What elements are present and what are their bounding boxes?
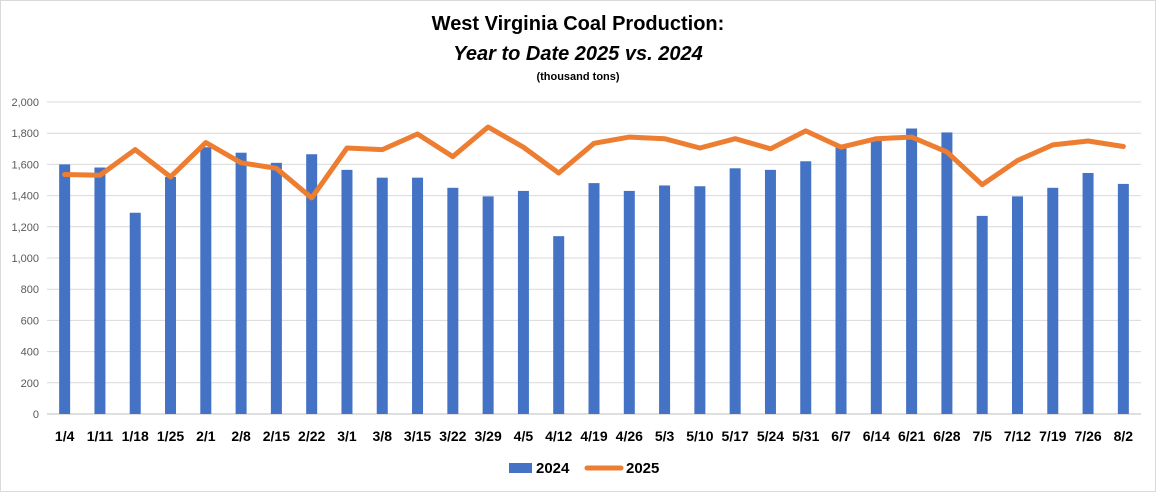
bar-2024 [941, 132, 953, 415]
y-tick-label: 1,000 [11, 253, 39, 265]
y-tick-label: 2,000 [11, 97, 39, 109]
bar-2024 [623, 190, 635, 414]
x-tick-label: 1/25 [157, 428, 184, 444]
y-tick-label: 600 [21, 315, 39, 327]
legend-label-2024: 2024 [536, 460, 570, 477]
x-tick-label: 4/12 [545, 428, 572, 444]
bar-2024 [1082, 172, 1094, 414]
chart-subtitle: Year to Date 2025 vs. 2024 [453, 43, 703, 65]
y-tick-label: 1,600 [11, 159, 39, 171]
x-tick-label: 3/1 [337, 428, 357, 444]
x-tick-label: 4/5 [514, 428, 534, 444]
y-tick-label: 0 [33, 409, 39, 421]
x-tick-label: 5/10 [686, 428, 713, 444]
x-tick-label: 7/12 [1004, 428, 1031, 444]
bar-2024 [553, 236, 565, 414]
bar-2024 [694, 186, 706, 414]
x-tick-label: 5/24 [757, 428, 784, 444]
x-tick-label: 6/7 [831, 428, 851, 444]
line-2025 [62, 124, 1126, 201]
bar-2024 [976, 215, 988, 414]
bar-2024 [659, 185, 671, 414]
bar-2024 [129, 212, 141, 414]
bar-2024 [306, 154, 318, 414]
bar-2024 [870, 139, 882, 414]
chart-title: West Virginia Coal Production: [431, 13, 725, 35]
x-tick-label: 3/8 [373, 428, 393, 444]
x-tick-label: 2/15 [263, 428, 290, 444]
x-tick-label: 3/29 [475, 428, 502, 444]
bar-2024 [235, 152, 247, 414]
y-tick-label: 800 [21, 284, 39, 296]
x-tick-label: 2/1 [196, 428, 216, 444]
bar-2024 [517, 190, 529, 414]
x-tick-label: 5/31 [792, 428, 819, 444]
bar-2024 [588, 183, 600, 414]
x-tick-label: 7/19 [1039, 428, 1066, 444]
y-tick-label: 200 [21, 378, 39, 390]
bar-2024 [800, 161, 812, 414]
x-tick-label: 2/8 [231, 428, 251, 444]
bar-2024 [94, 167, 106, 414]
legend-swatch-2024 [509, 463, 532, 473]
bar-2024 [270, 162, 282, 414]
bar-2024 [764, 169, 776, 414]
x-tick-label: 3/15 [404, 428, 431, 444]
x-tick-label: 6/14 [863, 428, 890, 444]
bar-2024 [1011, 196, 1023, 414]
y-tick-label: 1,400 [11, 191, 39, 203]
y-tick-label: 400 [21, 347, 39, 359]
x-tick-label: 1/18 [122, 428, 149, 444]
x-tick-label: 6/28 [933, 428, 960, 444]
x-tick-label: 4/26 [616, 428, 643, 444]
bar-2024 [165, 176, 177, 414]
x-tick-label: 7/5 [972, 428, 992, 444]
bar-2024 [447, 187, 459, 414]
x-tick-label: 6/21 [898, 428, 925, 444]
bar-2024 [200, 147, 212, 415]
x-tick-label: 8/2 [1114, 428, 1134, 444]
bar-2024 [1047, 187, 1059, 414]
chart-unit-note: (thousand tons) [536, 71, 620, 83]
bar-2024 [1117, 183, 1129, 414]
bar-2024 [835, 145, 847, 414]
bar-2024 [376, 177, 388, 414]
y-tick-label: 1,200 [11, 222, 39, 234]
bar-2024 [412, 177, 424, 414]
x-tick-label: 5/17 [722, 428, 749, 444]
y-tick-label: 1,800 [11, 128, 39, 140]
x-tick-label: 7/26 [1074, 428, 1101, 444]
bar-2024 [482, 196, 494, 414]
x-tick-label: 1/11 [87, 428, 114, 444]
x-tick-label: 4/19 [580, 428, 607, 444]
x-tick-label: 5/3 [655, 428, 675, 444]
x-tick-label: 3/22 [439, 428, 466, 444]
x-tick-label: 2/22 [298, 428, 325, 444]
bar-2024 [341, 169, 353, 414]
bar-2024 [906, 128, 918, 414]
legend-label-2025: 2025 [626, 460, 659, 477]
bar-2024 [729, 168, 741, 414]
x-tick-label: 1/4 [55, 428, 75, 444]
bar-2024 [59, 164, 71, 414]
